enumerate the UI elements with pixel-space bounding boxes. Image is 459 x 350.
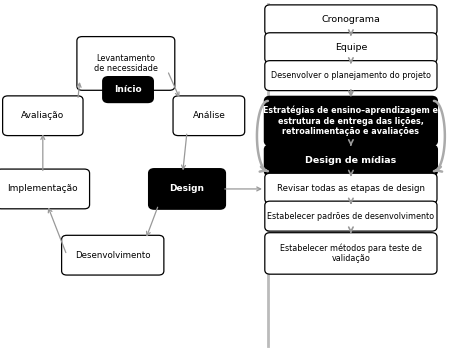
Text: Design de mídias: Design de mídias [305, 156, 397, 165]
Text: Revisar todas as etapas de design: Revisar todas as etapas de design [277, 184, 425, 193]
FancyBboxPatch shape [265, 173, 437, 203]
FancyBboxPatch shape [173, 96, 245, 135]
Text: Implementação: Implementação [7, 184, 78, 194]
Text: Design: Design [169, 184, 205, 194]
Text: Análise: Análise [192, 111, 225, 120]
FancyBboxPatch shape [265, 201, 437, 231]
FancyBboxPatch shape [265, 145, 437, 175]
Text: Início: Início [114, 85, 142, 94]
Text: Estratégias de ensino–aprendizagem e
estrutura de entrega das lições,
retroalime: Estratégias de ensino–aprendizagem e est… [263, 106, 438, 136]
FancyBboxPatch shape [265, 33, 437, 63]
FancyBboxPatch shape [149, 169, 225, 209]
FancyBboxPatch shape [0, 169, 90, 209]
Text: Desenvolvimento: Desenvolvimento [75, 251, 151, 260]
Text: Cronograma: Cronograma [321, 15, 381, 24]
FancyBboxPatch shape [265, 97, 437, 145]
FancyBboxPatch shape [77, 37, 175, 90]
FancyBboxPatch shape [265, 5, 437, 35]
FancyBboxPatch shape [103, 77, 153, 102]
Text: Estabelecer métodos para teste de
validação: Estabelecer métodos para teste de valida… [280, 244, 422, 264]
Text: Avaliação: Avaliação [21, 111, 64, 120]
Text: Estabelecer padrões de desenvolvimento: Estabelecer padrões de desenvolvimento [267, 212, 435, 220]
Text: Desenvolver o planejamento do projeto: Desenvolver o planejamento do projeto [271, 71, 431, 80]
Text: Equipe: Equipe [335, 43, 367, 52]
FancyBboxPatch shape [265, 233, 437, 274]
FancyBboxPatch shape [3, 96, 83, 135]
FancyBboxPatch shape [62, 235, 164, 275]
Text: Levantamento
de necessidade: Levantamento de necessidade [94, 54, 158, 73]
FancyBboxPatch shape [265, 61, 437, 91]
